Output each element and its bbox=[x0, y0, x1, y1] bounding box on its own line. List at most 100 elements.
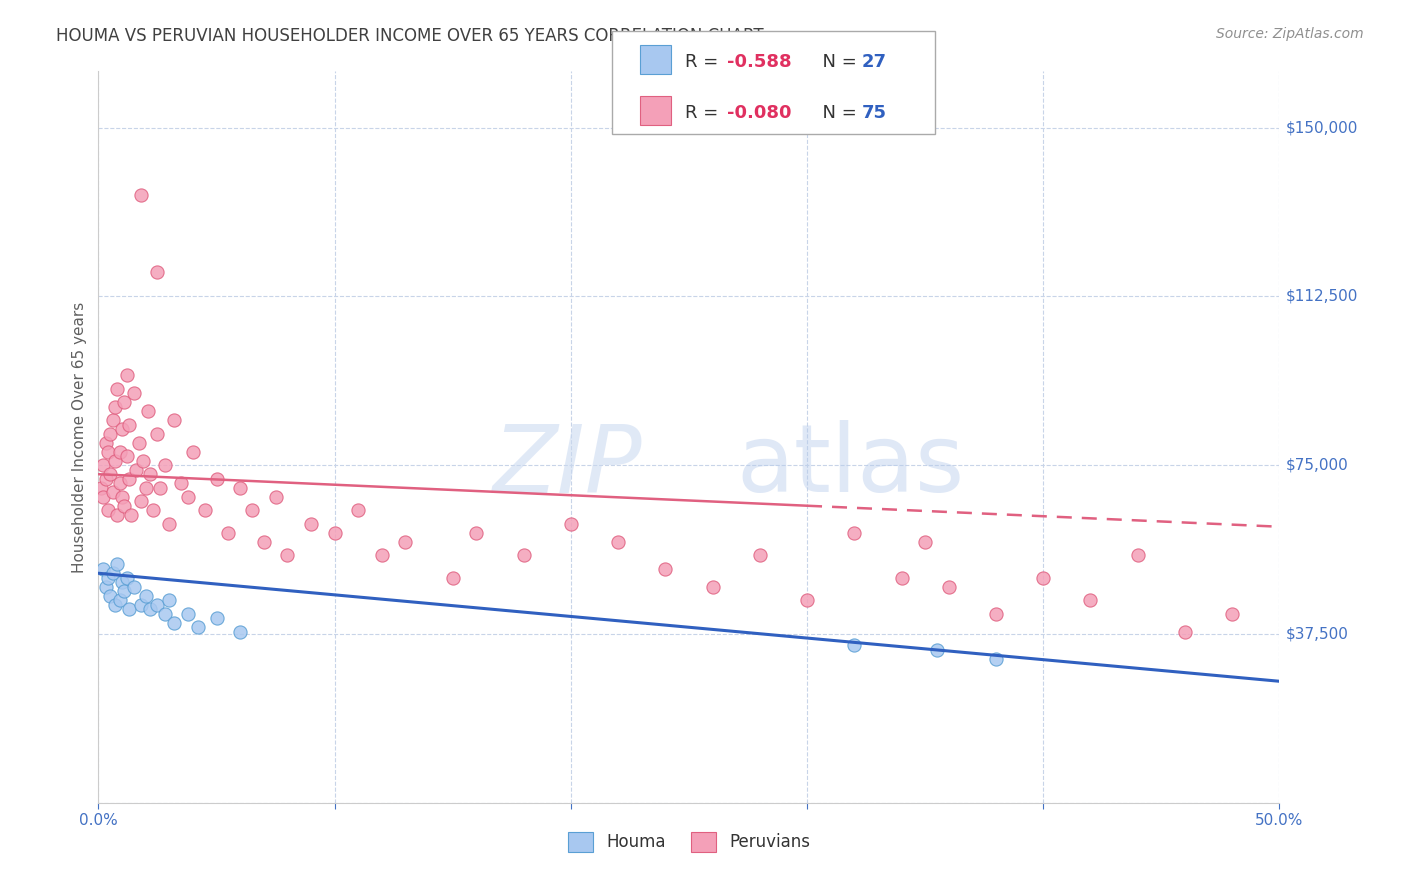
Point bbox=[112, 395, 135, 409]
Point bbox=[560, 516, 582, 531]
Point bbox=[253, 534, 276, 549]
Text: atlas: atlas bbox=[737, 420, 965, 512]
Point bbox=[122, 386, 145, 401]
Point bbox=[205, 611, 228, 625]
Point bbox=[1032, 571, 1054, 585]
Point bbox=[157, 516, 180, 531]
Y-axis label: Householder Income Over 65 years: Householder Income Over 65 years bbox=[72, 301, 87, 573]
Legend: Houma, Peruvians: Houma, Peruvians bbox=[560, 823, 818, 860]
Point bbox=[299, 516, 322, 531]
Point bbox=[118, 417, 141, 432]
Point bbox=[118, 472, 141, 486]
Point bbox=[132, 453, 155, 467]
Point bbox=[441, 571, 464, 585]
Text: 27: 27 bbox=[862, 54, 887, 71]
Point bbox=[128, 435, 150, 450]
Point bbox=[98, 426, 121, 441]
Point bbox=[129, 494, 152, 508]
Point bbox=[796, 593, 818, 607]
Point bbox=[97, 571, 120, 585]
Point bbox=[105, 508, 128, 522]
Point bbox=[1126, 548, 1149, 562]
Point bbox=[170, 476, 193, 491]
Point bbox=[194, 503, 217, 517]
Point bbox=[90, 481, 112, 495]
Point bbox=[347, 503, 370, 517]
Point bbox=[1220, 607, 1243, 621]
Point bbox=[163, 615, 186, 630]
Point bbox=[98, 589, 121, 603]
Point bbox=[157, 593, 180, 607]
Point bbox=[702, 580, 724, 594]
Point bbox=[108, 593, 131, 607]
Point bbox=[97, 503, 120, 517]
Point bbox=[240, 503, 263, 517]
Point bbox=[607, 534, 630, 549]
Point bbox=[91, 490, 114, 504]
Point bbox=[111, 422, 134, 436]
Point bbox=[104, 400, 127, 414]
Point bbox=[115, 571, 138, 585]
Text: N =: N = bbox=[811, 104, 863, 122]
Point bbox=[104, 453, 127, 467]
Point bbox=[323, 525, 346, 540]
Point bbox=[115, 368, 138, 383]
Point bbox=[139, 467, 162, 482]
Point bbox=[1080, 593, 1102, 607]
Point bbox=[146, 265, 169, 279]
Point bbox=[101, 413, 124, 427]
Point bbox=[217, 525, 239, 540]
Point bbox=[146, 426, 169, 441]
Point bbox=[146, 598, 169, 612]
Point bbox=[914, 534, 936, 549]
Point bbox=[122, 580, 145, 594]
Point bbox=[890, 571, 912, 585]
Point bbox=[512, 548, 534, 562]
Point bbox=[115, 449, 138, 463]
Point bbox=[129, 188, 152, 202]
Point bbox=[139, 602, 162, 616]
Point bbox=[94, 472, 117, 486]
Text: HOUMA VS PERUVIAN HOUSEHOLDER INCOME OVER 65 YEARS CORRELATION CHART: HOUMA VS PERUVIAN HOUSEHOLDER INCOME OVE… bbox=[56, 27, 763, 45]
Text: $112,500: $112,500 bbox=[1285, 289, 1358, 304]
Point bbox=[264, 490, 287, 504]
Point bbox=[112, 499, 135, 513]
Point bbox=[844, 638, 866, 652]
Point bbox=[91, 562, 114, 576]
Point bbox=[276, 548, 298, 562]
Point bbox=[105, 558, 128, 572]
Point bbox=[163, 413, 186, 427]
Point bbox=[142, 503, 165, 517]
Text: N =: N = bbox=[811, 54, 863, 71]
Point bbox=[94, 435, 117, 450]
Point bbox=[748, 548, 770, 562]
Point bbox=[371, 548, 394, 562]
Point bbox=[112, 584, 135, 599]
Text: $75,000: $75,000 bbox=[1285, 458, 1348, 473]
Point bbox=[135, 481, 157, 495]
Point bbox=[111, 575, 134, 590]
Point bbox=[136, 404, 159, 418]
Point bbox=[938, 580, 960, 594]
Point bbox=[104, 598, 127, 612]
Text: -0.588: -0.588 bbox=[727, 54, 792, 71]
Point bbox=[149, 481, 172, 495]
Point bbox=[105, 382, 128, 396]
Point bbox=[229, 481, 252, 495]
Text: 75: 75 bbox=[862, 104, 887, 122]
Point bbox=[94, 580, 117, 594]
Point bbox=[111, 490, 134, 504]
Point bbox=[1174, 624, 1197, 639]
Point bbox=[118, 602, 141, 616]
Point bbox=[98, 467, 121, 482]
Text: R =: R = bbox=[685, 104, 724, 122]
Point bbox=[925, 642, 948, 657]
Point bbox=[984, 607, 1007, 621]
Text: ZIP: ZIP bbox=[492, 421, 641, 512]
Point bbox=[181, 444, 204, 458]
Point bbox=[229, 624, 252, 639]
Point bbox=[205, 472, 228, 486]
Point bbox=[153, 458, 176, 473]
Point bbox=[153, 607, 176, 621]
Point bbox=[465, 525, 488, 540]
